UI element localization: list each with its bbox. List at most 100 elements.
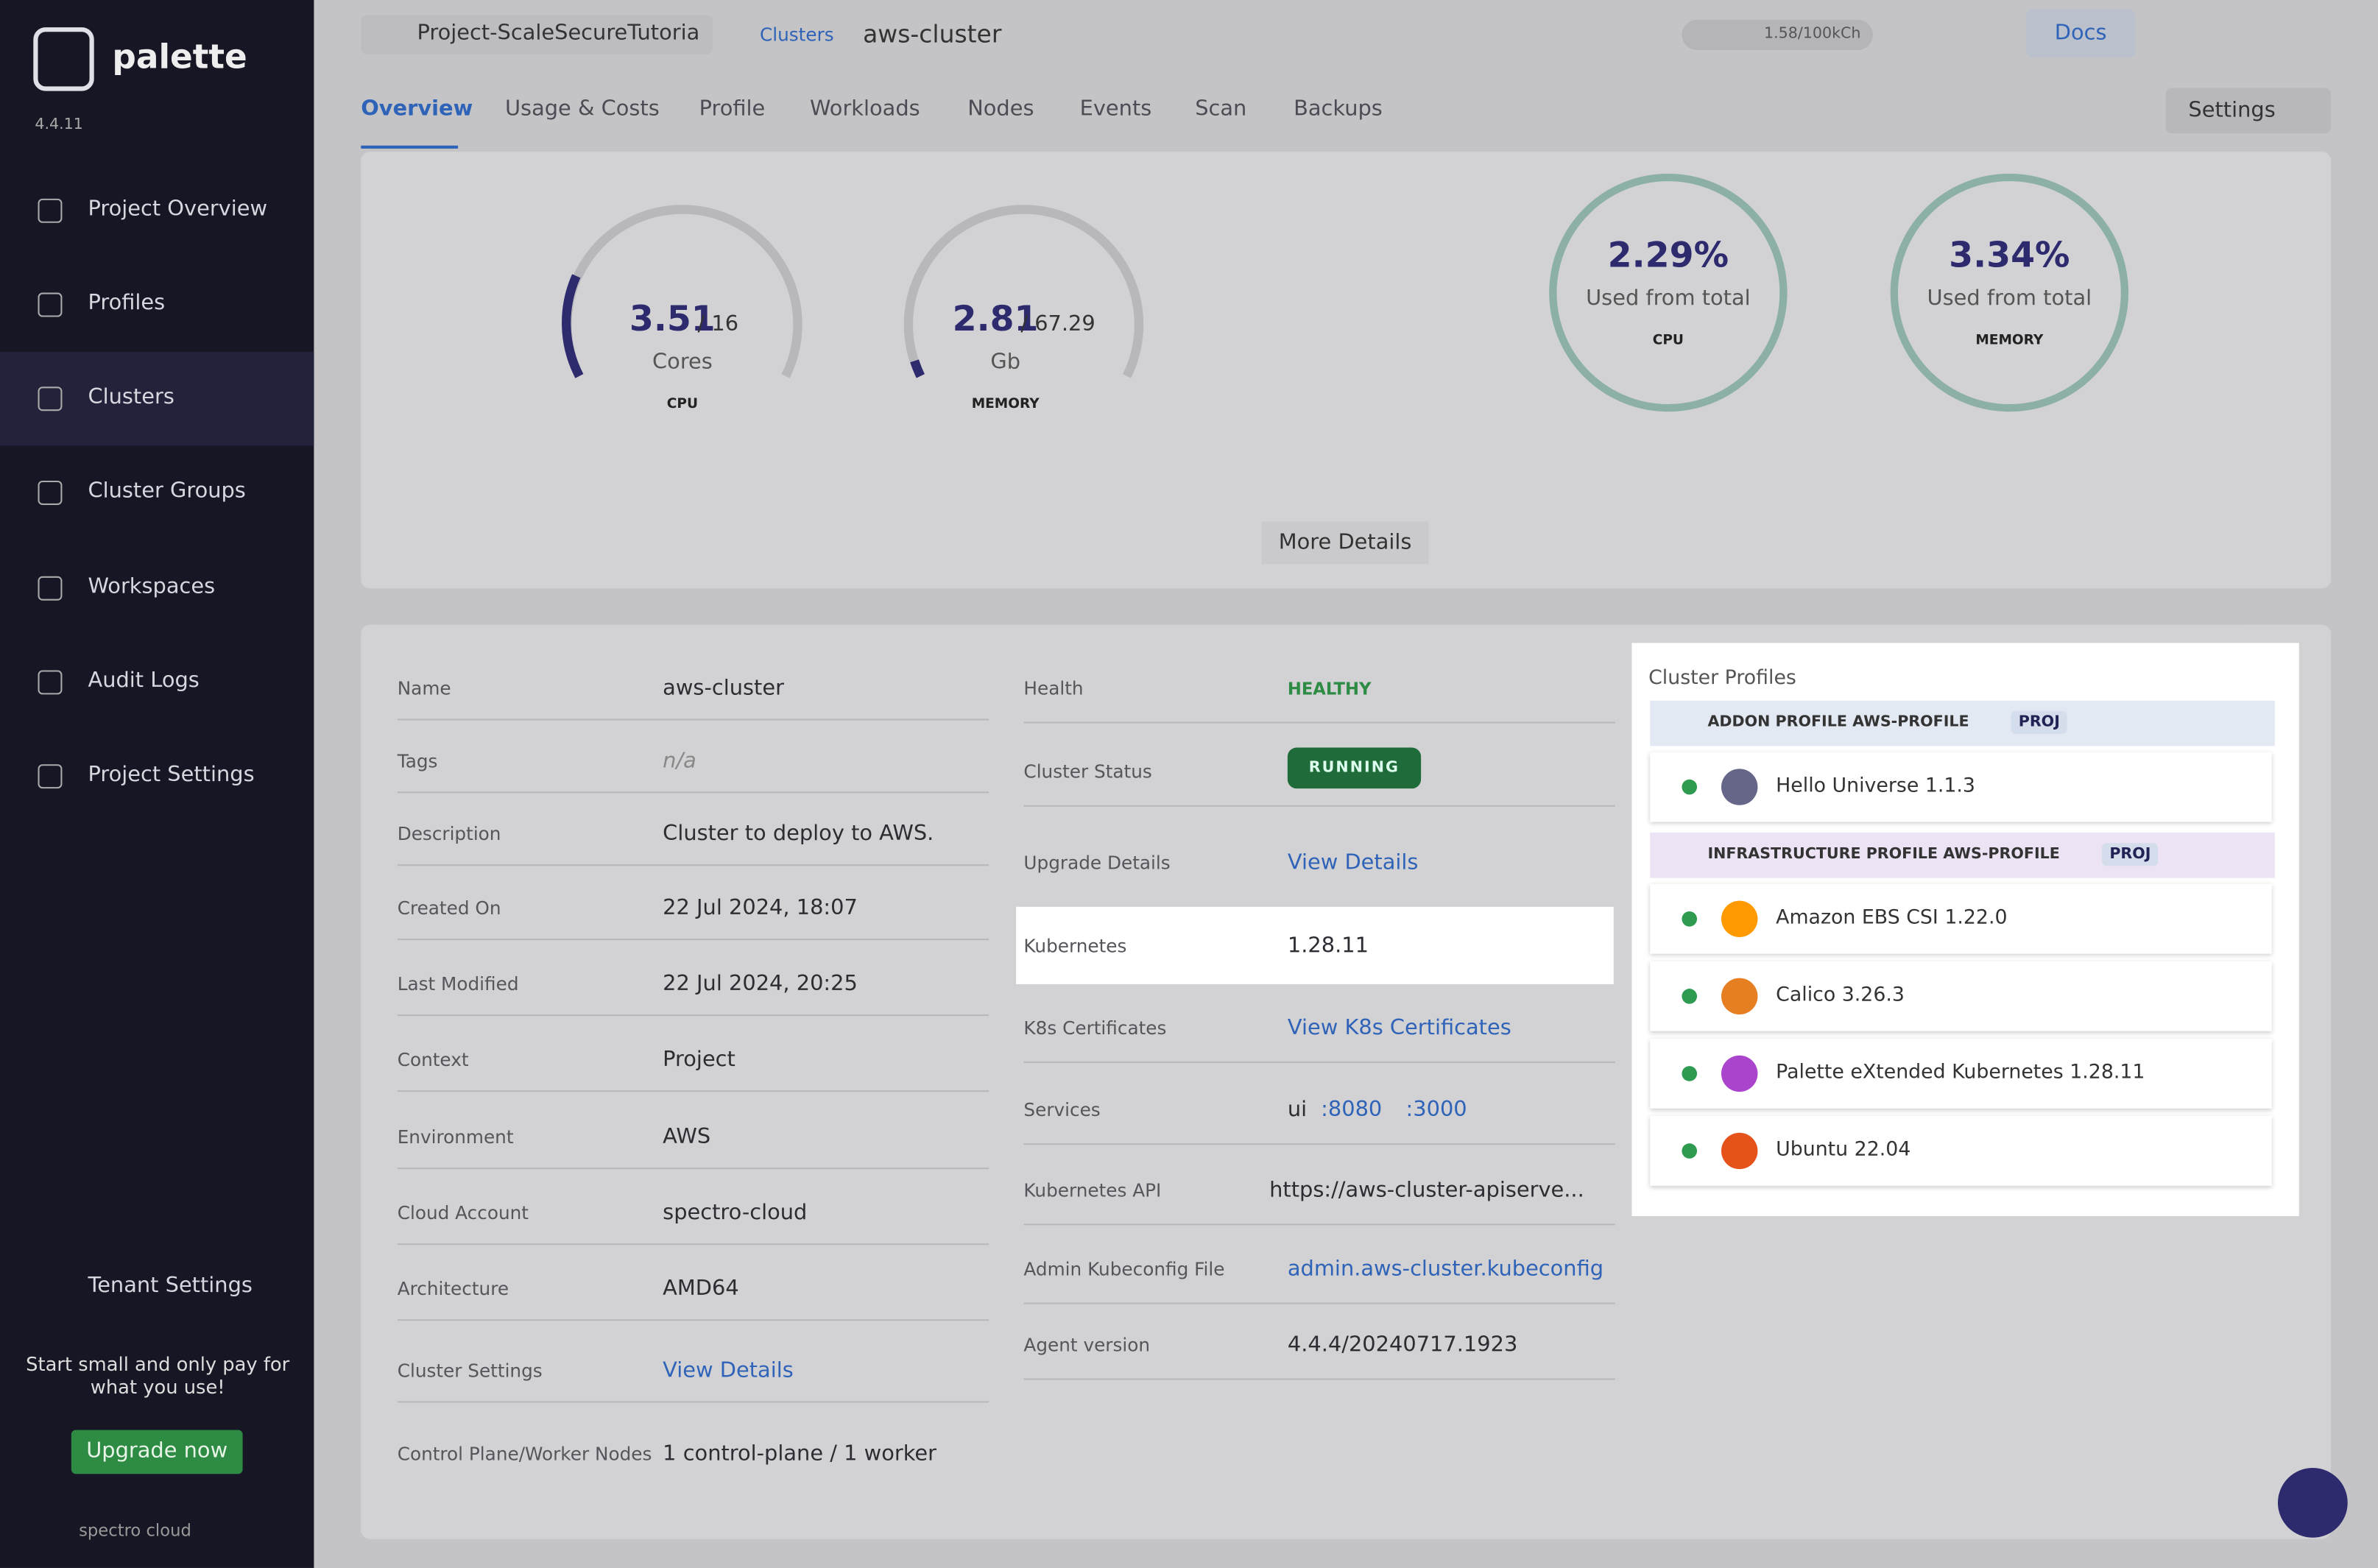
tab[interactable]: Overview <box>361 96 473 121</box>
nav-icon <box>38 292 63 317</box>
gauge-total: / 16 <box>697 312 739 337</box>
detail-value: https://aws-cluster-apiserve... <box>1269 1178 1584 1203</box>
detail-label: Tags <box>397 750 438 772</box>
tab[interactable]: Workloads <box>809 96 920 121</box>
service-port[interactable]: :8080 <box>1321 1098 1383 1123</box>
detail-label: Upgrade Details <box>1023 852 1171 874</box>
separator <box>1023 1378 1615 1380</box>
nav-icon <box>38 576 63 601</box>
gauge-unit: Gb <box>990 350 1021 375</box>
detail-value[interactable]: View Details <box>1287 850 1419 875</box>
pack-icon <box>1721 769 1758 805</box>
detail-value[interactable]: View Details <box>663 1358 794 1383</box>
gauge-total: / 67.29 <box>1020 312 1095 337</box>
nav-item[interactable]: Clusters <box>88 385 174 410</box>
nav-item[interactable]: Cluster Groups <box>88 478 246 504</box>
profile-badge: PROJ <box>2102 843 2159 866</box>
detail-label: Kubernetes <box>1023 935 1127 957</box>
tab[interactable]: Nodes <box>967 96 1034 121</box>
gauge-fill <box>562 274 584 378</box>
separator <box>397 791 989 794</box>
detail-label: Cloud Account <box>397 1202 529 1224</box>
service-port[interactable]: :3000 <box>1405 1098 1467 1123</box>
detail-value: HEALTHY <box>1287 679 1372 699</box>
profile-header <box>1650 832 2275 878</box>
status-dot <box>1682 911 1698 927</box>
pack-name[interactable]: Hello Universe 1.1.3 <box>1776 774 1975 798</box>
ring-value: 3.34% <box>1949 236 2070 276</box>
ring <box>1549 173 1788 412</box>
nav-item[interactable]: Profiles <box>88 291 166 316</box>
nav-item[interactable]: Audit Logs <box>88 668 200 693</box>
nav-item[interactable]: Project Overview <box>88 197 268 222</box>
detail-value: n/a <box>663 749 696 774</box>
cluster-profiles-title: Cluster Profiles <box>1648 667 1796 691</box>
status-dot <box>1682 989 1698 1004</box>
status-dot <box>1682 1143 1698 1159</box>
tenant-settings[interactable]: Tenant Settings <box>88 1274 253 1299</box>
gauge-track <box>903 205 1144 378</box>
gauge-label: CPU <box>666 397 699 413</box>
kubernetes-highlight <box>1016 906 1614 984</box>
search-button[interactable] <box>2277 1467 2348 1538</box>
pack-icon <box>1721 900 1758 938</box>
separator <box>1023 1061 1615 1063</box>
separator <box>397 1168 989 1170</box>
pack-name[interactable]: Palette eXtended Kubernetes 1.28.11 <box>1776 1061 2145 1084</box>
detail-label: Last Modified <box>397 973 519 995</box>
nav-icon <box>38 198 63 223</box>
breadcrumb[interactable]: Clusters <box>760 24 834 46</box>
separator <box>397 1014 989 1017</box>
separator <box>397 1243 989 1246</box>
detail-value: 4.4.4/20240717.1923 <box>1287 1332 1518 1357</box>
detail-value: Project <box>663 1048 735 1073</box>
detail-label: Agent version <box>1023 1334 1151 1356</box>
usage-panel <box>361 151 2332 589</box>
profile-badge: PROJ <box>2011 711 2068 734</box>
tab[interactable]: Usage & Costs <box>504 96 660 121</box>
gauge-arcs <box>562 173 2129 412</box>
version: 4.4.11 <box>35 116 83 134</box>
credits: 1.58/100kCh <box>1682 19 1873 50</box>
logo: palette <box>112 39 247 78</box>
project-box[interactable] <box>361 15 713 55</box>
ring-caption: Used from total <box>1927 286 2092 311</box>
tab[interactable]: Backups <box>1294 96 1383 121</box>
detail-value: aws-cluster <box>663 676 784 701</box>
detail-label: K8s Certificates <box>1023 1017 1167 1039</box>
gauge-fill <box>910 359 925 378</box>
pack-icon <box>1721 978 1758 1015</box>
settings-button[interactable]: Settings <box>2165 88 2332 134</box>
detail-value: 1 control-plane / 1 worker <box>663 1441 937 1466</box>
detail-value[interactable]: admin.aws-cluster.kubeconfig <box>1287 1257 1604 1282</box>
nav-item[interactable]: Workspaces <box>88 574 216 599</box>
more-details[interactable]: More Details <box>1261 521 1429 565</box>
detail-label: Cluster Status <box>1023 761 1152 783</box>
nav-icon <box>38 670 63 695</box>
pack-name[interactable]: Calico 3.26.3 <box>1776 983 1905 1007</box>
tab[interactable]: Scan <box>1195 96 1247 121</box>
nav-item[interactable]: Project Settings <box>88 763 255 788</box>
upgrade-button[interactable]: Upgrade now <box>71 1430 243 1475</box>
separator <box>397 864 989 866</box>
active-nav-bg <box>0 351 314 446</box>
pack-name[interactable]: Ubuntu 22.04 <box>1776 1138 1911 1162</box>
ring-label: MEMORY <box>1975 333 2044 349</box>
nav-icon <box>38 386 63 412</box>
docs[interactable]: Docs <box>2026 9 2136 58</box>
tab[interactable]: Profile <box>699 96 766 121</box>
pack-name[interactable]: Amazon EBS CSI 1.22.0 <box>1776 906 2008 930</box>
separator <box>397 1319 989 1321</box>
detail-value: AMD64 <box>663 1276 739 1302</box>
logo-icon <box>33 27 94 91</box>
detail-label: Name <box>397 677 451 699</box>
separator <box>397 1090 989 1092</box>
tab[interactable]: Events <box>1079 96 1152 121</box>
pack-icon <box>1721 1055 1758 1092</box>
detail-value[interactable]: View K8s Certificates <box>1287 1016 1511 1041</box>
project[interactable]: Project-ScaleSecureTutoria <box>417 21 699 46</box>
gauge-unit: Cores <box>652 350 713 375</box>
gauge-value: 3.51 <box>629 300 716 340</box>
tab-underline <box>361 145 459 149</box>
